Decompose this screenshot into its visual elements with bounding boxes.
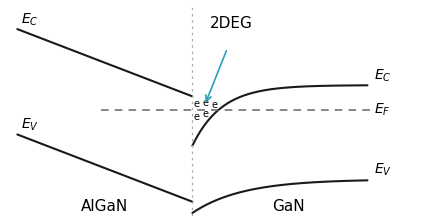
- Text: $E_F$: $E_F$: [375, 102, 391, 118]
- Text: $E_C$: $E_C$: [21, 12, 38, 28]
- Text: e: e: [202, 97, 208, 107]
- Text: e: e: [194, 99, 200, 109]
- Text: e: e: [194, 112, 200, 122]
- Text: e: e: [202, 109, 208, 119]
- Text: $E_V$: $E_V$: [21, 117, 39, 133]
- Text: AlGaN: AlGaN: [81, 199, 129, 214]
- Text: $E_C$: $E_C$: [375, 68, 392, 84]
- Text: 2DEG: 2DEG: [209, 16, 252, 31]
- Text: e: e: [211, 100, 217, 110]
- Text: $E_V$: $E_V$: [375, 162, 393, 178]
- Text: GaN: GaN: [272, 199, 305, 214]
